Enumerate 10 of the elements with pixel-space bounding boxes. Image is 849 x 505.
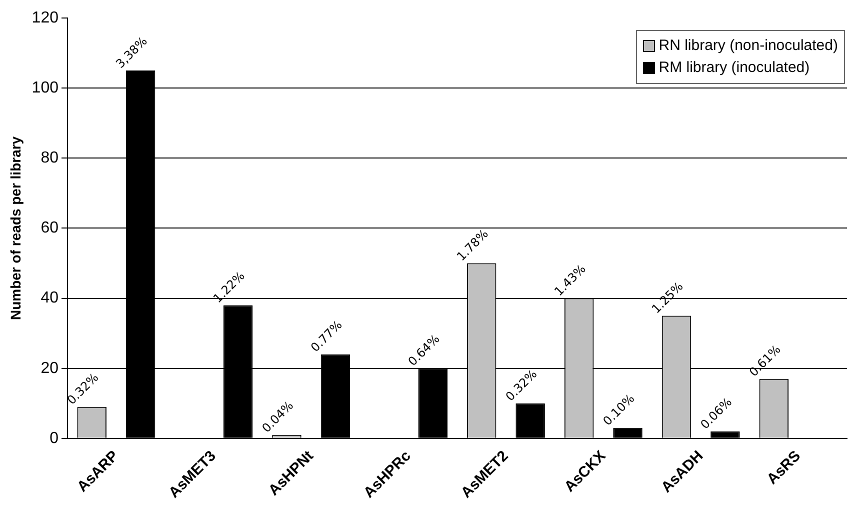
legend-label: RN library (non-inoculated) bbox=[658, 36, 838, 56]
y-tick-label: 80 bbox=[40, 150, 59, 167]
y-tick-label: 0 bbox=[50, 430, 59, 447]
y-tick-label: 40 bbox=[40, 290, 59, 307]
y-tick-label: 100 bbox=[32, 79, 59, 96]
y-axis-title: Number of reads per library bbox=[7, 136, 24, 320]
y-tick-label: 60 bbox=[40, 220, 59, 237]
y-tick-label: 20 bbox=[40, 360, 59, 377]
legend-label: RM library (inoculated) bbox=[658, 58, 810, 78]
y-tick-label: 120 bbox=[32, 9, 59, 26]
